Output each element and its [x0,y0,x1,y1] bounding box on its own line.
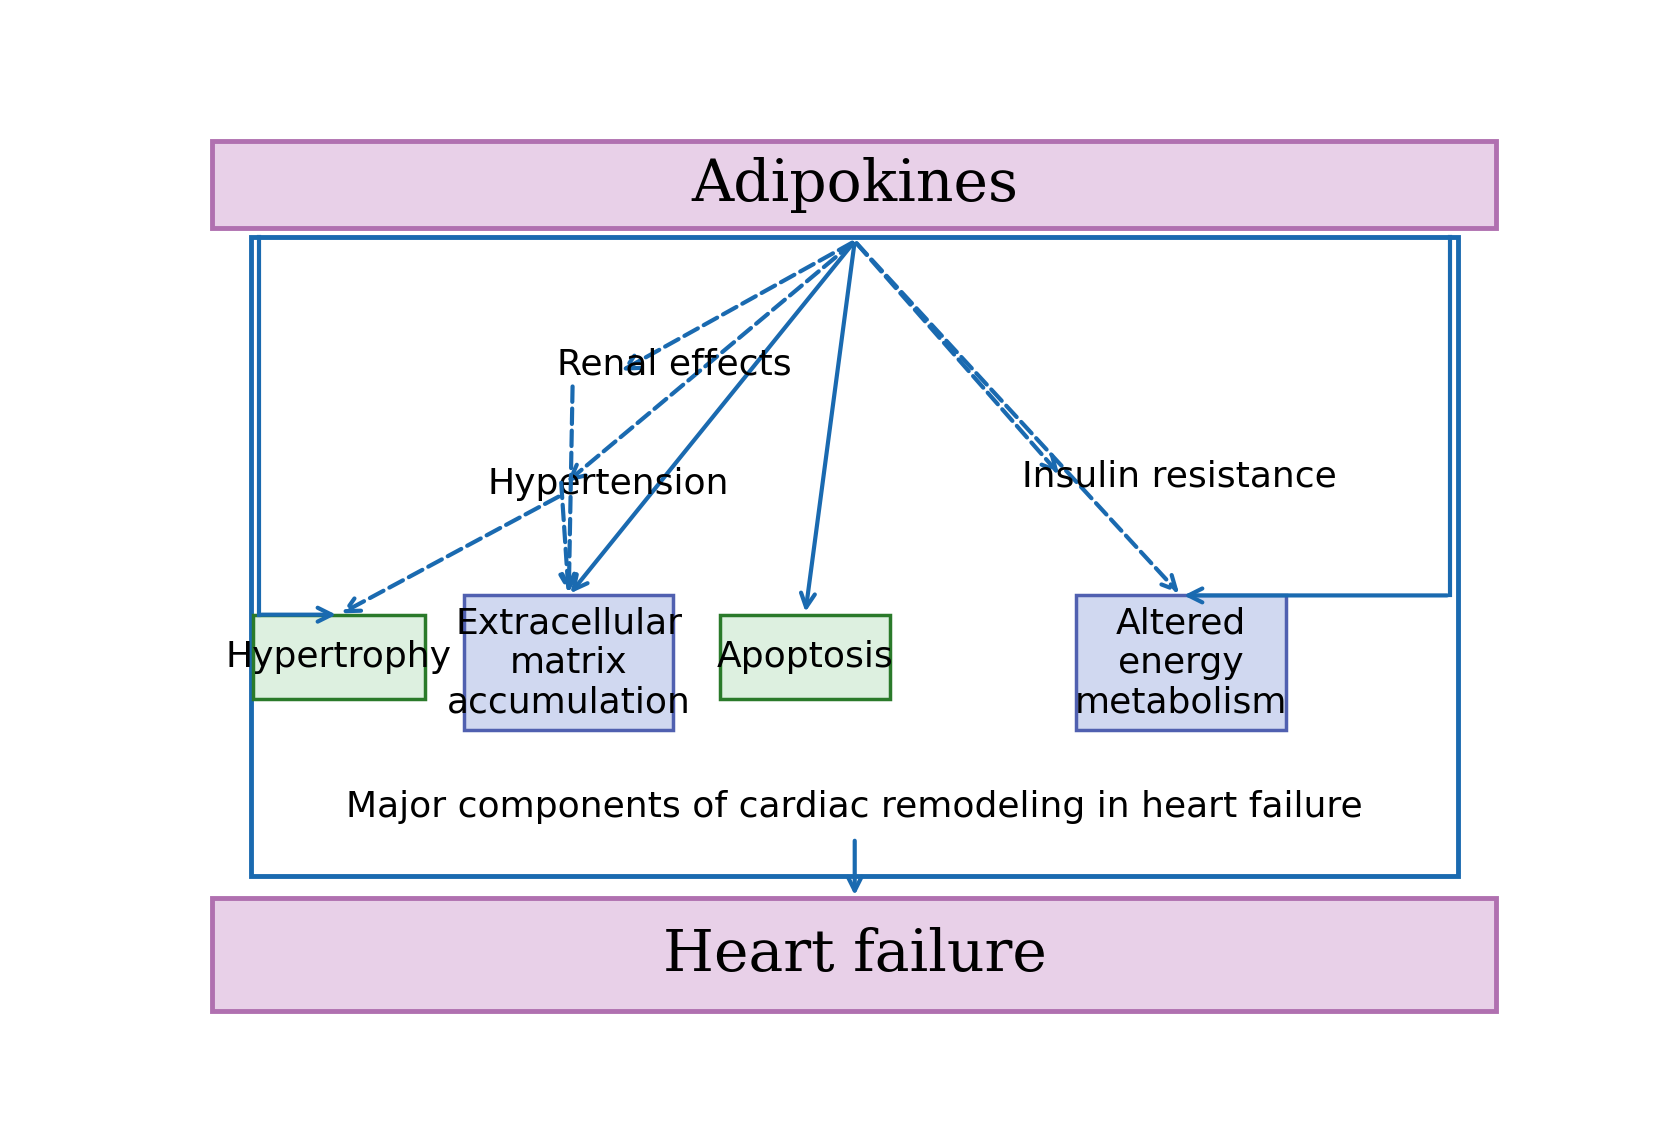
Text: Adipokines: Adipokines [692,157,1019,213]
FancyBboxPatch shape [720,614,890,699]
Text: Renal effects: Renal effects [557,348,792,381]
Text: Altered
energy
metabolism: Altered energy metabolism [1075,606,1287,720]
Text: Heart failure: Heart failure [663,927,1047,983]
Text: Major components of cardiac remodeling in heart failure: Major components of cardiac remodeling i… [347,791,1364,824]
FancyBboxPatch shape [212,141,1497,228]
FancyBboxPatch shape [252,614,425,699]
Text: Extracellular
matrix
accumulation: Extracellular matrix accumulation [447,606,690,720]
Text: Hypertension: Hypertension [487,467,728,501]
FancyBboxPatch shape [1077,595,1285,730]
Text: Insulin resistance: Insulin resistance [1022,459,1337,493]
FancyBboxPatch shape [212,898,1497,1011]
FancyBboxPatch shape [463,595,673,730]
FancyBboxPatch shape [252,238,1457,876]
Text: Apoptosis: Apoptosis [717,639,894,674]
Text: Hypertrophy: Hypertrophy [227,639,452,674]
